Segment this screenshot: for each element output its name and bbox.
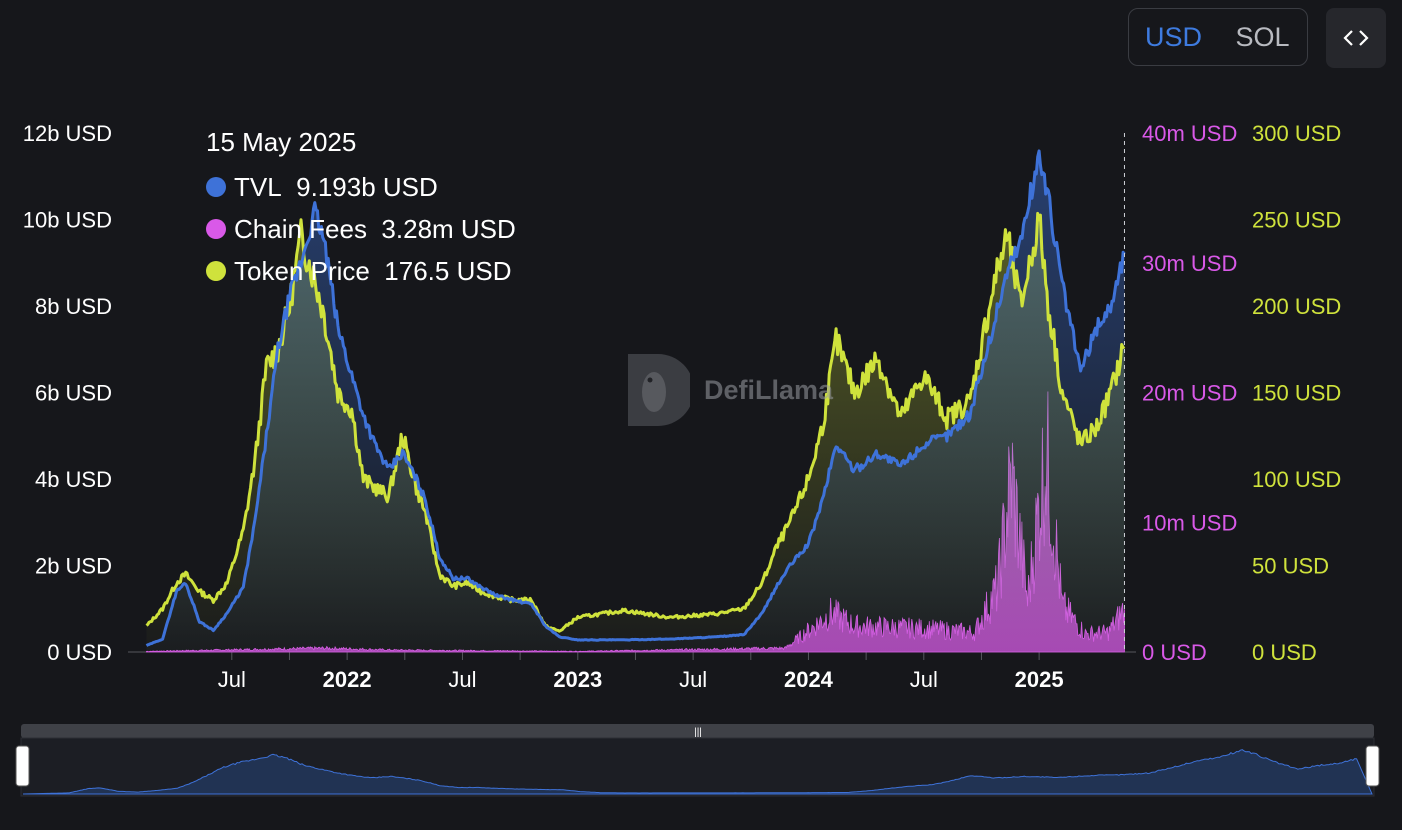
- token-price-dot-icon: [206, 261, 226, 281]
- y-tick-label-chain-fees: 10m USD: [1142, 510, 1237, 535]
- x-tick-label: Jul: [910, 667, 938, 692]
- range-selector[interactable]: |||: [15, 724, 1380, 797]
- tooltip-row-tvl: TVL 9.193b USD: [206, 166, 516, 208]
- x-tick-label: 2022: [323, 667, 372, 692]
- range-preview-line: [22, 749, 1373, 795]
- y-tick-label-chain-fees: 30m USD: [1142, 251, 1237, 276]
- y-tick-label-tvl: 4b USD: [35, 467, 112, 492]
- range-grip-icon[interactable]: |||: [694, 727, 702, 738]
- tooltip-row-token-price: Token Price 176.5 USD: [206, 250, 516, 292]
- x-tick-label: Jul: [448, 667, 476, 692]
- series-token-price-line: [145, 211, 1126, 633]
- y-tick-label-token-price: 100 USD: [1252, 467, 1341, 492]
- tooltip-value: 9.193b USD: [296, 171, 438, 202]
- tooltip-label: Chain Fees: [234, 213, 367, 244]
- y-tick-label-tvl: 2b USD: [35, 554, 112, 579]
- y-tick-label-token-price: 250 USD: [1252, 208, 1341, 233]
- tooltip-row-chain-fees: Chain Fees 3.28m USD: [206, 208, 516, 250]
- y-tick-label-token-price: 50 USD: [1252, 554, 1329, 579]
- x-tick-label: 2023: [553, 667, 602, 692]
- x-tick-label: Jul: [218, 667, 246, 692]
- tooltip-value: 3.28m USD: [381, 213, 516, 244]
- chain-fees-dot-icon: [206, 219, 226, 239]
- y-tick-label-token-price: 0 USD: [1252, 640, 1317, 665]
- range-handle-left[interactable]: [15, 745, 30, 787]
- range-scroll-bar[interactable]: [21, 724, 1374, 738]
- code-brackets-icon: [1343, 30, 1369, 46]
- y-tick-label-chain-fees: 40m USD: [1142, 121, 1237, 146]
- x-tick-label: 2024: [784, 667, 834, 692]
- currency-toggle[interactable]: USD SOL: [1128, 8, 1308, 66]
- y-tick-label-token-price: 150 USD: [1252, 381, 1341, 406]
- y-tick-label-tvl: 6b USD: [35, 381, 112, 406]
- tooltip-value: 176.5 USD: [384, 255, 512, 286]
- series-tvl-line: [145, 149, 1126, 647]
- x-tick-label: 2025: [1015, 667, 1064, 692]
- watermark: DefiLlama: [620, 350, 833, 430]
- y-tick-label-tvl: 12b USD: [23, 121, 112, 146]
- y-tick-label-tvl: 0 USD: [47, 640, 112, 665]
- llama-logo-icon: [628, 354, 690, 426]
- tooltip-label: TVL: [234, 171, 282, 202]
- y-tick-label-chain-fees: 0 USD: [1142, 640, 1207, 665]
- series-tvl-area: [146, 150, 1125, 652]
- y-tick-label-token-price: 200 USD: [1252, 294, 1341, 319]
- y-tick-label-tvl: 8b USD: [35, 294, 112, 319]
- y-tick-label-tvl: 10b USD: [23, 208, 112, 233]
- y-tick-label-token-price: 300 USD: [1252, 121, 1341, 146]
- tvl-dot-icon: [206, 177, 226, 197]
- embed-button[interactable]: [1326, 8, 1386, 68]
- range-handle-right[interactable]: [1365, 745, 1380, 787]
- currency-usd-button[interactable]: USD: [1144, 22, 1202, 52]
- chart-tooltip: 15 May 2025 TVL 9.193b USD Chain Fees 3.…: [206, 124, 516, 292]
- currency-sol-button[interactable]: SOL: [1235, 22, 1290, 52]
- x-tick-label: Jul: [679, 667, 707, 692]
- watermark-text: DefiLlama: [704, 374, 834, 405]
- tooltip-label: Token Price: [234, 255, 370, 286]
- y-tick-label-chain-fees: 20m USD: [1142, 381, 1237, 406]
- tooltip-date: 15 May 2025: [206, 127, 357, 157]
